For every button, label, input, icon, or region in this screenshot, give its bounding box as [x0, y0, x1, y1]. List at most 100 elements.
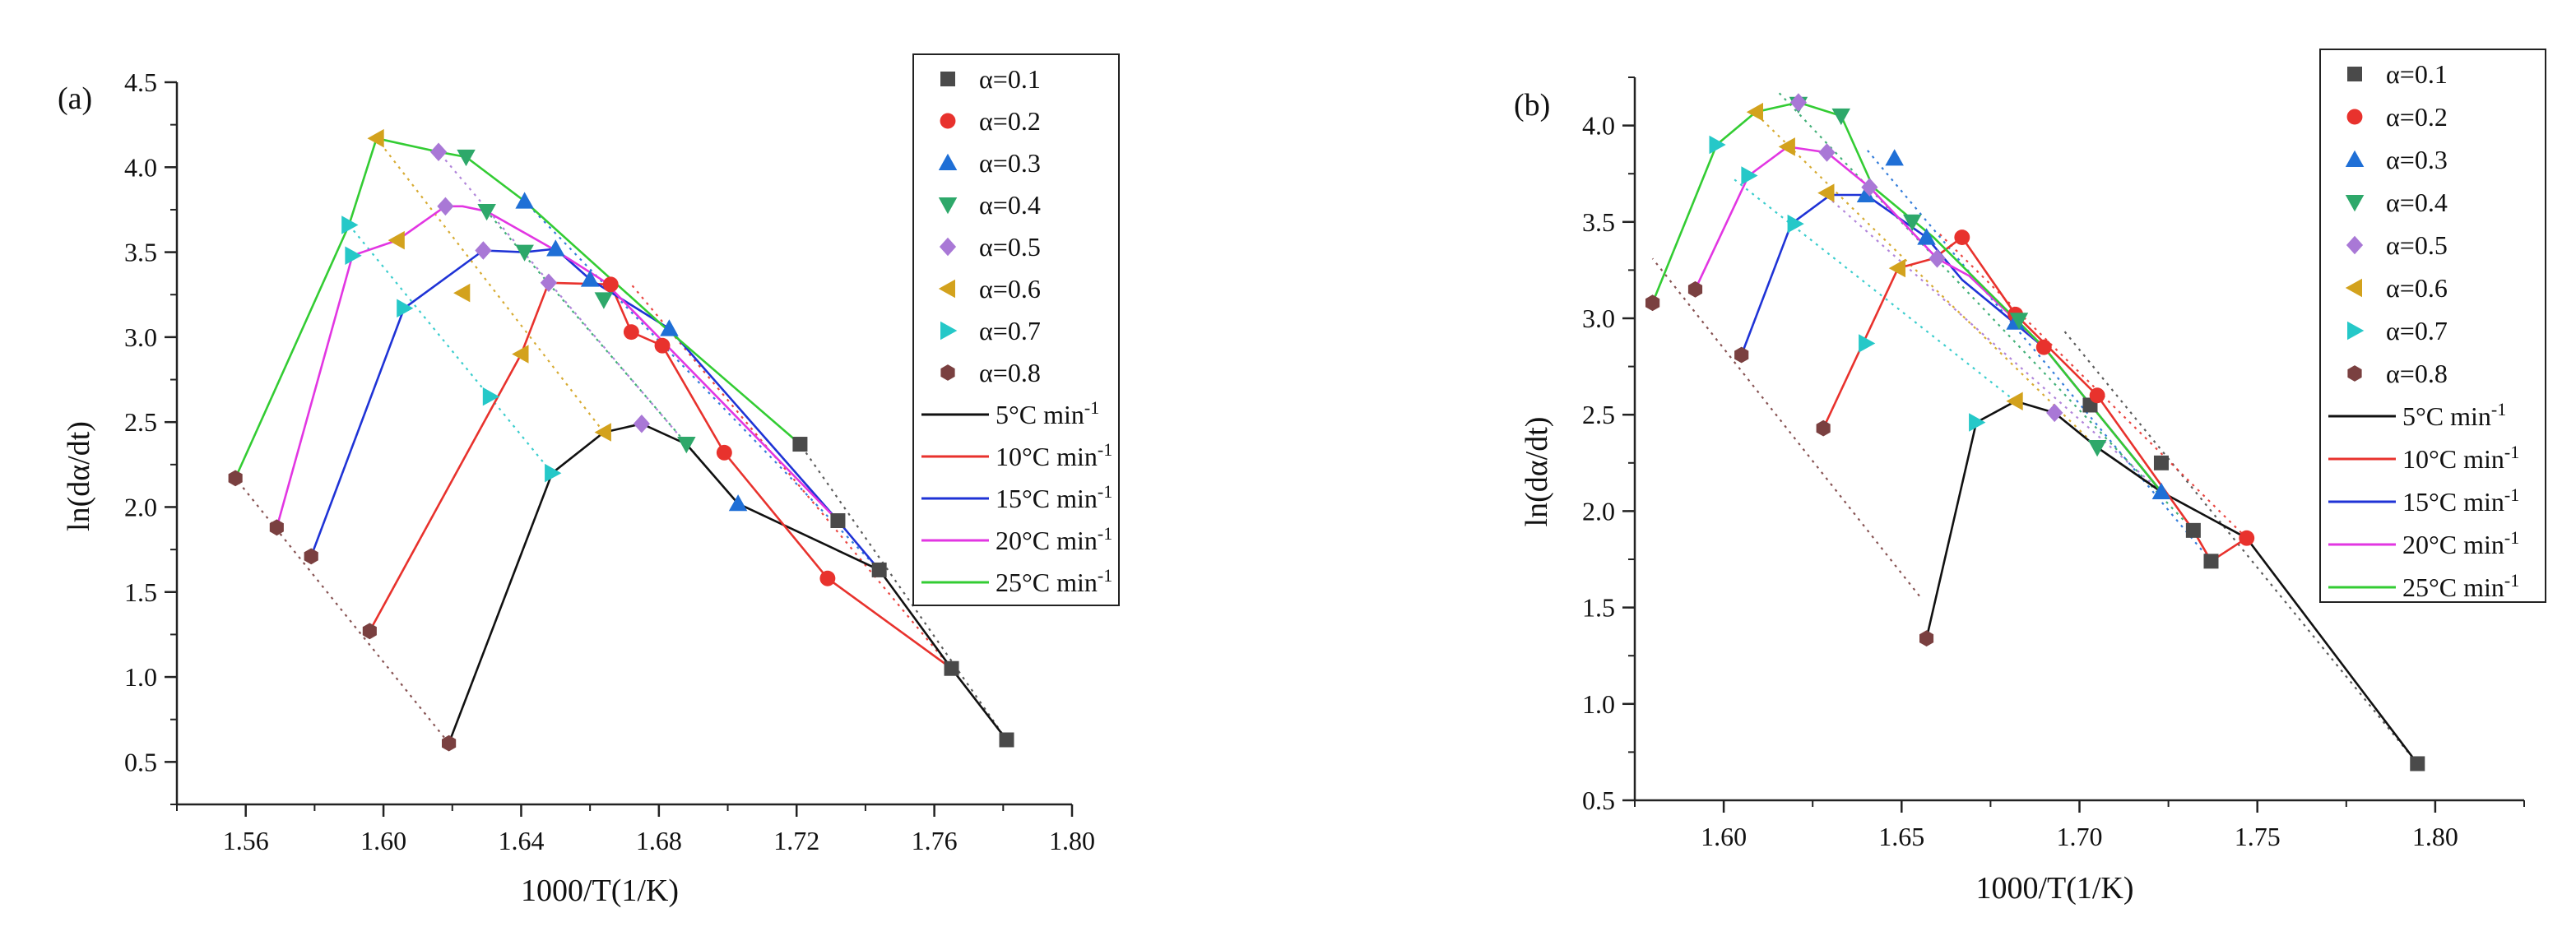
legend-label-text: 5°C min: [996, 400, 1084, 429]
legend-label-text: 10°C min: [996, 442, 1098, 471]
data-point: [1789, 93, 1807, 112]
data-point: [345, 246, 362, 265]
data-point: [482, 387, 499, 406]
data-point: [269, 519, 284, 536]
y-tick-label: 3.0: [124, 322, 157, 352]
data-point: [437, 197, 454, 216]
series-line: [309, 248, 880, 571]
data-point: [477, 204, 496, 221]
data-point: [2046, 403, 2063, 423]
legend-marker: [938, 153, 958, 170]
iso-conversion-line: [1734, 178, 2017, 402]
legend-label-text: 15°C min: [996, 484, 1098, 513]
data-point: [475, 241, 492, 260]
data-point: [654, 337, 671, 354]
y-tick-label: 0.5: [124, 747, 157, 776]
data-point: [1816, 419, 1831, 437]
data-point: [2153, 455, 2169, 470]
legend-label: α=0.3: [979, 148, 1041, 178]
chart-panel-b: 1.60 1.65 1.70 1.75 1.80 0.5 1.0 1.5 2.0 2.5 3.0 3.…: [1514, 49, 2546, 906]
y-tick-label: 3.5: [1582, 207, 1615, 237]
data-point: [728, 494, 748, 512]
y-tick-label: 3.5: [124, 238, 157, 267]
data-point: [2009, 313, 2029, 330]
chart-panel-a: 1.56 1.60 1.64 1.68 1.72 1.76 1.80 0.5 1.0 1.5 2.0…: [58, 53, 1120, 908]
data-point: [1734, 346, 1749, 364]
legend-label: α=0.8: [2386, 359, 2448, 388]
data-point: [716, 444, 732, 461]
x-tick-label: 1.60: [360, 826, 406, 855]
legend-marker: [2345, 278, 2362, 298]
iso-conversion-line: [1822, 192, 2162, 493]
x-tick-label: 1.76: [912, 826, 958, 855]
x-tick-label: 1.80: [2412, 822, 2458, 851]
y-tick-label: 1.0: [124, 662, 157, 692]
x-axis-label: 1000/T(1/K): [1975, 871, 2133, 906]
data-point: [1954, 229, 1970, 246]
data-point: [2087, 440, 2107, 457]
legend-label-superscript: -1: [2491, 399, 2506, 419]
x-tick-label: 1.80: [1049, 826, 1095, 855]
legend-label: α=0.5: [2386, 230, 2448, 260]
legend-label: 25°C min-1: [996, 565, 1112, 597]
data-point: [1818, 143, 1836, 162]
data-point: [1929, 249, 1946, 268]
iso-conversion-line: [485, 211, 739, 505]
y-axis-label: ln(dα/dt): [62, 421, 96, 531]
data-point: [1917, 228, 1936, 245]
legend-marker: [938, 279, 955, 299]
data-point: [545, 463, 562, 483]
data-point: [397, 299, 414, 317]
data-point: [429, 142, 448, 161]
legend-marker: [940, 113, 956, 129]
legend-label: 5°C min-1: [2402, 399, 2506, 431]
data-point: [1645, 294, 1660, 312]
legend-marker: [2347, 67, 2362, 81]
data-point: [457, 149, 476, 167]
data-point: [1741, 166, 1758, 185]
y-tick-label: 0.5: [1582, 785, 1615, 815]
iso-conversion-line: [523, 200, 880, 571]
y-tick-label: 1.0: [1582, 689, 1615, 719]
data-point: [388, 230, 405, 250]
legend-marker: [2345, 195, 2365, 212]
legend-marker: [2347, 321, 2365, 341]
legend-marker: [939, 237, 957, 257]
data-point: [540, 273, 558, 292]
iso-conversion-line: [1776, 90, 2194, 531]
x-tick-label: 1.75: [2235, 822, 2281, 851]
data-point: [792, 437, 808, 452]
legend-label: 20°C min-1: [2402, 527, 2519, 559]
data-point: [1856, 185, 1876, 202]
legend-marker: [2347, 365, 2362, 382]
data-point: [1687, 280, 1703, 298]
data-point: [1969, 413, 1986, 432]
data-point: [1831, 108, 1850, 126]
data-point: [1778, 137, 1795, 156]
legend-marker: [938, 197, 958, 215]
panel-label: (a): [58, 81, 92, 116]
data-point: [2151, 482, 2171, 499]
legend-label: 10°C min-1: [2402, 442, 2519, 474]
legend-marker: [940, 72, 955, 86]
legend-label: 20°C min-1: [996, 523, 1112, 555]
data-point: [228, 470, 243, 487]
iso-conversion-line: [1865, 148, 2212, 563]
legend-label: α=0.3: [2386, 145, 2448, 174]
x-tick-label: 1.60: [1701, 822, 1747, 851]
data-point: [453, 283, 471, 303]
data-point: [623, 324, 639, 341]
data-point: [1903, 214, 1922, 231]
data-point: [304, 548, 318, 565]
series-line: [276, 205, 839, 528]
data-point: [2089, 387, 2105, 404]
legend-label: 10°C min-1: [996, 439, 1112, 471]
iso-conversion-line: [1751, 109, 2098, 448]
data-point: [2239, 530, 2255, 546]
data-point: [515, 244, 534, 262]
legend-label-superscript: -1: [1098, 439, 1112, 460]
data-point: [2185, 522, 2201, 538]
data-point: [1709, 135, 1726, 155]
legend-label-superscript: -1: [2504, 527, 2519, 548]
data-point: [830, 512, 846, 528]
